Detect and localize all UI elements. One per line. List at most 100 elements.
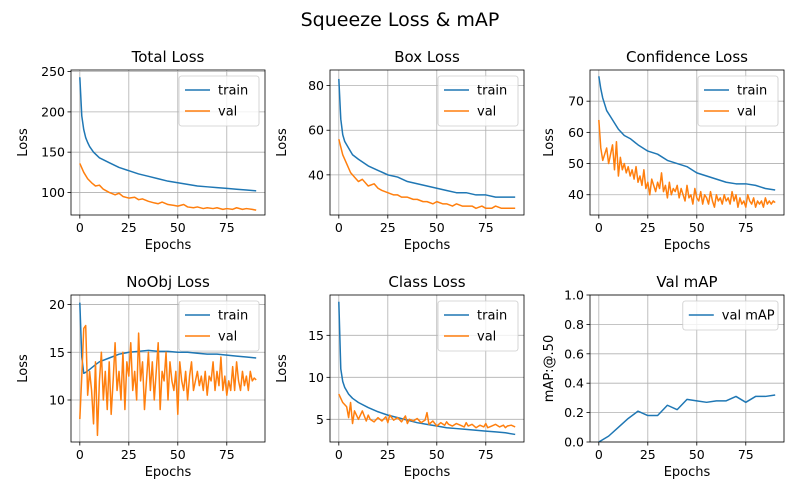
legend: train val bbox=[697, 75, 779, 127]
y-tick-label: 40 bbox=[568, 187, 584, 202]
legend-frame bbox=[178, 75, 260, 127]
y-tick-label: 60 bbox=[568, 125, 584, 140]
x-tick-label: 0 bbox=[335, 447, 343, 462]
y-axis-label: Loss bbox=[16, 128, 31, 157]
x-tick-label: 0 bbox=[595, 220, 603, 235]
x-tick-label: 0 bbox=[76, 447, 84, 462]
x-tick-label: 0 bbox=[595, 447, 603, 462]
x-tick-label: 25 bbox=[640, 447, 656, 462]
x-tick-label: 25 bbox=[121, 220, 137, 235]
x-tick-label: 25 bbox=[380, 220, 396, 235]
legend: val mAP bbox=[682, 300, 779, 331]
legend-label: train bbox=[218, 309, 248, 324]
x-tick-label: 25 bbox=[380, 447, 396, 462]
x-tick-label: 50 bbox=[429, 220, 445, 235]
y-axis-label: Loss bbox=[542, 128, 557, 157]
legend-label: train bbox=[737, 84, 767, 99]
y-axis-label: Loss bbox=[16, 354, 31, 383]
x-tick-label: 75 bbox=[738, 447, 754, 462]
x-tick-label: 75 bbox=[478, 220, 494, 235]
subplot-1: 0 25 50 75 40 60 80 Box Loss Epochs Loss train val bbox=[275, 48, 525, 253]
x-tick-label: 50 bbox=[689, 447, 705, 462]
axes-frame bbox=[589, 294, 785, 443]
series-line-val bbox=[338, 393, 516, 429]
x-tick-label: 25 bbox=[121, 447, 137, 462]
subplot-title: Class Loss bbox=[388, 273, 465, 291]
subplot-5: 0 25 50 75 0.0 0.2 0.4 0.6 0.8 1.0 Val mAP Epochs mA… bbox=[542, 273, 785, 480]
x-axis-label: Epochs bbox=[145, 465, 192, 480]
subplot-title: Box Loss bbox=[394, 48, 460, 66]
legend-label: val bbox=[477, 330, 496, 345]
y-tick-label: 15 bbox=[308, 328, 324, 343]
y-tick-label: 40 bbox=[308, 167, 324, 182]
y-axis-label: Loss bbox=[275, 128, 290, 157]
subplot-title: Confidence Loss bbox=[626, 48, 748, 66]
y-tick-label: 150 bbox=[41, 145, 65, 160]
y-axis-label: Loss bbox=[275, 354, 290, 383]
axes-frame bbox=[329, 294, 525, 443]
y-tick-label: 60 bbox=[308, 123, 324, 138]
y-tick-label: 100 bbox=[41, 185, 65, 200]
legend-label: train bbox=[218, 84, 248, 99]
subplot-4: 0 25 50 75 5 10 15 Class Loss Epochs Loss train val bbox=[275, 273, 525, 480]
legend-label: train bbox=[477, 309, 507, 324]
legend-label: train bbox=[477, 84, 507, 99]
legend-frame bbox=[682, 300, 779, 331]
x-tick-label: 50 bbox=[689, 220, 705, 235]
x-tick-label: 0 bbox=[76, 220, 84, 235]
series-line-val bbox=[338, 138, 516, 210]
subplot-3: 0 25 50 75 10 15 20 NoObj Loss Epochs Loss train va… bbox=[16, 273, 266, 480]
legend: train val bbox=[178, 300, 260, 352]
y-tick-label: 0.2 bbox=[564, 405, 584, 420]
legend-label: val bbox=[218, 105, 237, 120]
y-tick-label: 0.6 bbox=[564, 346, 584, 361]
x-tick-label: 25 bbox=[640, 220, 656, 235]
axes-frame bbox=[70, 294, 266, 443]
series-line-val bbox=[79, 163, 257, 211]
y-tick-label: 1.0 bbox=[564, 288, 584, 303]
axes-frame bbox=[329, 69, 525, 216]
figure-title: Squeeze Loss & mAP bbox=[301, 9, 500, 31]
x-tick-label: 0 bbox=[335, 220, 343, 235]
y-tick-label: 50 bbox=[568, 156, 584, 171]
series-line-train bbox=[79, 302, 257, 375]
subplot-0: 0 25 50 75 100 150 200 250 Total Loss Epochs Loss t… bbox=[16, 48, 266, 253]
legend-label: val bbox=[737, 105, 756, 120]
y-tick-label: 80 bbox=[308, 78, 324, 93]
legend-label: val bbox=[218, 330, 237, 345]
y-tick-label: 20 bbox=[49, 297, 65, 312]
legend-frame bbox=[697, 75, 779, 127]
subplot-title: NoObj Loss bbox=[126, 273, 210, 291]
y-tick-label: 70 bbox=[568, 94, 584, 109]
x-axis-label: Epochs bbox=[664, 465, 711, 480]
subplot-title: Total Loss bbox=[131, 48, 205, 66]
x-axis-label: Epochs bbox=[145, 238, 192, 253]
x-tick-label: 50 bbox=[170, 447, 186, 462]
x-tick-label: 75 bbox=[219, 220, 235, 235]
x-axis-label: Epochs bbox=[404, 238, 451, 253]
x-tick-label: 50 bbox=[429, 447, 445, 462]
series-line-val bbox=[79, 324, 257, 437]
series-line-train bbox=[338, 301, 516, 436]
y-tick-label: 0.8 bbox=[564, 317, 584, 332]
series-line-val-mAP bbox=[598, 394, 776, 442]
series-line-train bbox=[598, 76, 776, 191]
x-tick-label: 50 bbox=[170, 220, 186, 235]
y-tick-label: 15 bbox=[49, 345, 65, 360]
series-line-val bbox=[598, 119, 776, 208]
legend-frame bbox=[437, 75, 519, 127]
x-axis-label: Epochs bbox=[664, 238, 711, 253]
legend-label: val bbox=[477, 105, 496, 120]
subplot-2: 0 25 50 75 40 50 60 70 Confidence Loss Epochs Loss… bbox=[542, 48, 785, 253]
y-tick-label: 200 bbox=[41, 104, 65, 119]
legend: train val bbox=[178, 75, 260, 127]
axes-frame bbox=[589, 69, 785, 216]
x-tick-label: 75 bbox=[219, 447, 235, 462]
legend: train val bbox=[437, 75, 519, 127]
y-tick-label: 10 bbox=[308, 370, 324, 385]
x-axis-label: Epochs bbox=[404, 465, 451, 480]
y-tick-label: 5 bbox=[316, 412, 324, 427]
axes-frame bbox=[70, 69, 266, 216]
